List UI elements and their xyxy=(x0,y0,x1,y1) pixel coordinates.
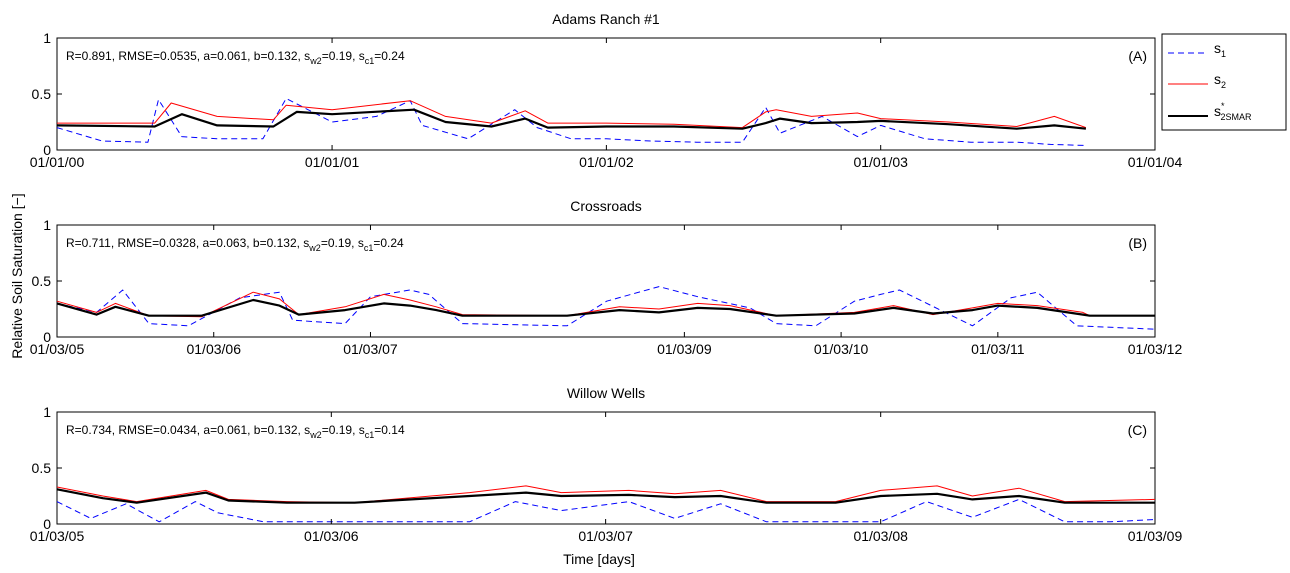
legend-label-s2smar-sub: 2SMAR xyxy=(1221,112,1253,122)
panel-0: 0 0.5 1 01/01/00 01/01/01 01/01/02 01/01/03 01/… xyxy=(30,11,1183,170)
panel-0-stats-part: =0.19, s xyxy=(322,49,365,63)
x-tick-label: 01/01/01 xyxy=(305,154,360,170)
legend: s1 s2 s* 2SMAR xyxy=(1161,33,1287,131)
series-s2smar-line-panel-2 xyxy=(56,488,1155,504)
x-tick-label: 01/01/02 xyxy=(579,154,634,170)
x-tick-label: 01/01/03 xyxy=(853,154,908,170)
panel-2-stats-part: =0.19, s xyxy=(322,423,365,437)
x-tick-label: 01/01/04 xyxy=(1128,154,1183,170)
panel-1-tag: (B) xyxy=(1128,235,1147,251)
panel-2-tag: (C) xyxy=(1128,422,1147,438)
series-s2smar-line-panel-0 xyxy=(56,108,1087,130)
legend-item-s2: s2 xyxy=(1168,71,1226,90)
series-s1-line-panel-1 xyxy=(56,286,1156,330)
x-tick-label: 01/03/08 xyxy=(853,528,908,544)
legend-label-s1-base: s xyxy=(1214,40,1221,56)
legend-label-s1-sub: 1 xyxy=(1221,49,1226,59)
panel-1-stats-part: c1 xyxy=(364,243,374,253)
panel-2: 0 0.5 1 01/03/05 01/03/06 01/03/07 01/03/08 01/… xyxy=(30,385,1183,544)
panel-0-tag: (A) xyxy=(1128,48,1147,64)
x-axis-label: Time [days] xyxy=(563,551,635,567)
panel-0-title: Adams Ranch #1 xyxy=(552,11,660,27)
series-s2smar-line-panel-1 xyxy=(56,298,1155,317)
panel-0-frame xyxy=(56,37,1156,151)
series-s2-line-panel-1 xyxy=(56,291,1155,318)
panel-1-title: Crossroads xyxy=(570,198,642,214)
x-tick-label: 01/03/07 xyxy=(343,341,398,357)
x-tick-label: 01/03/05 xyxy=(30,341,85,357)
series-s2-line-panel-2 xyxy=(56,485,1156,504)
x-tick-label: 01/03/07 xyxy=(578,528,633,544)
x-tick-label: 01/03/06 xyxy=(304,528,359,544)
panel-2-frame xyxy=(56,411,1156,525)
legend-item-s2smar: s* 2SMAR xyxy=(1168,101,1252,122)
y-tick-label: 0.5 xyxy=(32,460,52,476)
panel-2-stats-part: =0.14 xyxy=(374,423,405,437)
panel-0-stats-part: c1 xyxy=(365,56,375,66)
panel-2-title: Willow Wells xyxy=(567,385,645,401)
legend-label-s2: s2 xyxy=(1214,71,1226,90)
y-tick-label: 0.5 xyxy=(32,273,52,289)
y-tick-label: 0 xyxy=(43,516,51,532)
panel-1-stats-part: R=0.711, RMSE=0.0328, a=0.063, b=0.132, … xyxy=(66,236,309,250)
legend-box xyxy=(1161,33,1287,131)
panel-2-stats-part: R=0.734, RMSE=0.0434, a=0.061, b=0.132, … xyxy=(66,423,310,437)
panel-1-stats-part: =0.24 xyxy=(373,236,404,250)
panel-0-stats-part: =0.24 xyxy=(374,49,405,63)
panel-1-frame xyxy=(56,224,1156,338)
panel-1-stats-part: w2 xyxy=(308,243,321,253)
x-tick-label: 01/03/05 xyxy=(30,528,85,544)
x-tick-label: 01/03/09 xyxy=(1128,528,1183,544)
y-tick-label: 1 xyxy=(43,404,51,420)
series-s1-line-panel-2 xyxy=(56,498,1156,523)
x-tick-label: 01/01/00 xyxy=(30,154,85,170)
x-tick-label: 01/03/10 xyxy=(814,341,869,357)
panel-2-stats-part: w2 xyxy=(309,430,322,440)
y-tick-label: 0 xyxy=(43,329,51,345)
panel-2-stats-part: c1 xyxy=(365,430,375,440)
legend-label-s1: s1 xyxy=(1214,40,1226,59)
panel-2-stats: R=0.734, RMSE=0.0434, a=0.061, b=0.132, … xyxy=(66,423,405,440)
panel-0-stats-part: w2 xyxy=(309,56,322,66)
y-tick-label: 1 xyxy=(43,30,51,46)
legend-label-s2-sub: 2 xyxy=(1221,80,1226,90)
series-s2-line-panel-0 xyxy=(57,100,1087,129)
panel-1-stats: R=0.711, RMSE=0.0328, a=0.063, b=0.132, … xyxy=(66,236,404,253)
legend-label-s2smar: s* 2SMAR xyxy=(1214,101,1252,122)
panel-1-stats-part: =0.19, s xyxy=(321,236,364,250)
panel-1: 0 0.5 1 01/03/05 01/03/06 01/03/07 01/03/09 01/… xyxy=(30,198,1183,357)
y-tick-label: 0.5 xyxy=(32,86,52,102)
panel-0-stats: R=0.891, RMSE=0.0535, a=0.061, b=0.132, … xyxy=(66,49,405,66)
x-tick-label: 01/03/12 xyxy=(1128,341,1183,357)
x-tick-label: 01/03/09 xyxy=(657,341,712,357)
panel-0-stats-part: R=0.891, RMSE=0.0535, a=0.061, b=0.132, … xyxy=(66,49,310,63)
y-tick-label: 0 xyxy=(43,142,51,158)
x-tick-label: 01/03/06 xyxy=(186,341,241,357)
y-axis-label: Relative Soil Saturation [−] xyxy=(9,193,25,358)
y-tick-label: 1 xyxy=(43,217,51,233)
x-tick-label: 01/03/11 xyxy=(971,341,1025,357)
legend-label-s2smar-base: s xyxy=(1214,103,1221,119)
legend-item-s1: s1 xyxy=(1168,40,1226,59)
legend-label-s2smar-sup: * xyxy=(1221,101,1225,111)
legend-label-s2-base: s xyxy=(1214,71,1221,87)
